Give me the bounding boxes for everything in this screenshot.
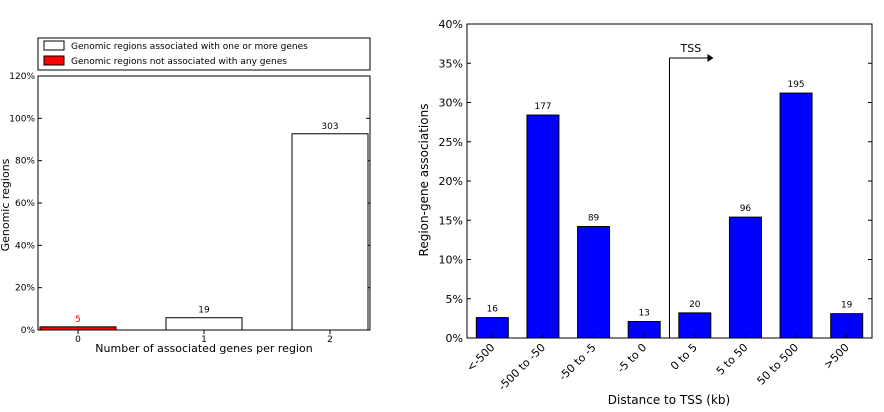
- y-tick-label-2: 25%: [439, 136, 463, 149]
- bar: [526, 114, 560, 339]
- x-tick-label-2: 5 to 50: [714, 341, 751, 378]
- data-label: 96: [740, 204, 752, 214]
- bar: [728, 216, 762, 339]
- y-tick-label-1: 80%: [15, 157, 35, 167]
- y-tick-label-2: 15%: [439, 214, 463, 227]
- legend-entry: Genomic regions not associated with any …: [71, 57, 287, 67]
- x-tick-label-2: <-500: [464, 341, 497, 374]
- bar: [39, 326, 117, 331]
- y-tick-label-2: 35%: [439, 57, 463, 70]
- y-axis-label-2: Region-gene associations: [417, 104, 431, 257]
- y-tick-label-1: 20%: [15, 284, 35, 294]
- x-tick-label-1: 2: [327, 335, 333, 345]
- y-tick-label-2: 10%: [439, 254, 463, 267]
- x-tick-label-2: -5 to 0: [615, 341, 650, 376]
- y-tick-label-1: 0%: [21, 326, 36, 336]
- data-label: 5: [75, 315, 81, 325]
- y-tick-label-2: 40%: [439, 18, 463, 31]
- legend-entry: Genomic regions associated with one or m…: [71, 42, 308, 52]
- data-label: 303: [321, 122, 338, 132]
- y-tick-label-1: 120%: [9, 72, 35, 82]
- data-label: 19: [841, 301, 853, 311]
- bar: [291, 133, 369, 331]
- y-tick-label-2: 0%: [446, 332, 463, 345]
- y-tick-label-2: 20%: [439, 175, 463, 188]
- y-axis-label-1: Genomic regions: [0, 158, 12, 251]
- data-label: 195: [787, 80, 804, 90]
- tss-annotation: TSS: [680, 42, 702, 55]
- data-label: 19: [198, 306, 210, 316]
- bar: [577, 226, 611, 339]
- x-tick-label-2: >500: [821, 341, 852, 372]
- y-tick-label-1: 60%: [15, 199, 35, 209]
- x-axis-label-1: Number of associated genes per region: [95, 342, 312, 355]
- data-label: 16: [487, 305, 499, 315]
- x-tick-label-1: 1: [201, 335, 207, 345]
- tss-arrowhead: [707, 54, 714, 62]
- bar: [678, 312, 712, 339]
- data-label: 20: [689, 300, 701, 310]
- legend-swatch: [43, 55, 65, 66]
- y-tick-label-1: 40%: [15, 241, 35, 251]
- y-tick-label-2: 30%: [439, 97, 463, 110]
- x-tick-label-2: 0 to 5: [668, 341, 700, 373]
- y-tick-label-1: 100%: [9, 114, 35, 124]
- legend-swatch: [43, 40, 65, 51]
- x-tick-label-2: -500 to -50: [496, 341, 548, 393]
- data-label: 13: [638, 309, 649, 319]
- x-tick-label-2: -50 to -5: [556, 341, 598, 383]
- x-tick-label-2: 50 to 500: [754, 341, 801, 388]
- data-label: 177: [534, 102, 551, 112]
- x-tick-label-1: 0: [75, 335, 81, 345]
- y-tick-label-2: 5%: [446, 293, 463, 306]
- bar: [165, 317, 243, 331]
- data-label: 89: [588, 214, 600, 224]
- legend-box: [37, 37, 371, 71]
- x-axis-label-2: Distance to TSS (kb): [608, 393, 730, 407]
- bar: [779, 92, 813, 339]
